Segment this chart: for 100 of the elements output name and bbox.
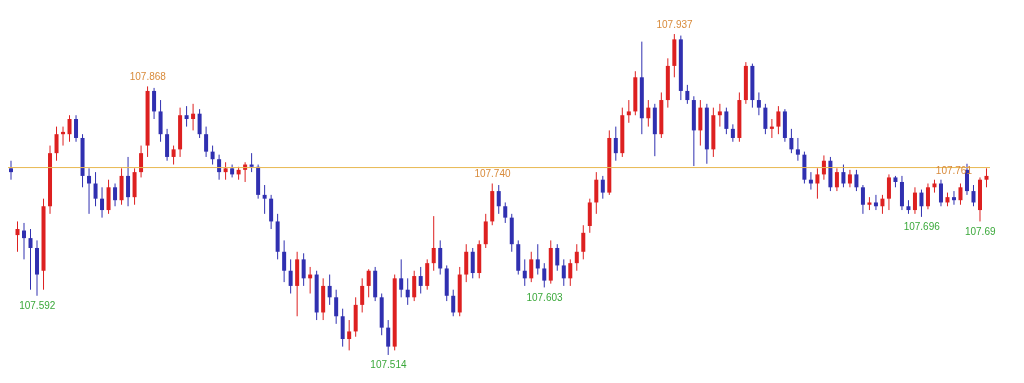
candlestick xyxy=(568,258,573,287)
candlestick xyxy=(938,179,943,207)
candlestick xyxy=(698,99,703,147)
annotation: 107.592 xyxy=(19,299,56,311)
candlestick xyxy=(581,224,586,260)
candlestick xyxy=(763,103,768,135)
candlestick xyxy=(847,169,852,188)
candlestick xyxy=(555,243,560,272)
candlestick xyxy=(815,167,820,200)
candlestick xyxy=(776,105,781,135)
candlestick xyxy=(860,184,865,215)
candlestick xyxy=(327,274,332,306)
candlestick xyxy=(795,137,800,162)
candlestick xyxy=(951,190,956,206)
annotation: 107.696 xyxy=(903,220,941,232)
candlestick xyxy=(210,145,215,166)
candlestick xyxy=(587,198,592,234)
annotation: 107.937 xyxy=(656,19,694,31)
candlestick xyxy=(191,103,196,131)
candlestick xyxy=(74,114,79,143)
candlestick xyxy=(399,258,404,298)
candlestick xyxy=(880,194,885,215)
candlestick xyxy=(756,91,761,116)
candlestick xyxy=(789,128,794,154)
candlestick xyxy=(451,289,456,317)
annotation: 107.603 xyxy=(526,291,564,303)
candlestick xyxy=(197,108,202,139)
candlestick xyxy=(912,186,917,215)
candlestick xyxy=(22,222,27,260)
candlestick xyxy=(67,114,72,143)
candlestick xyxy=(87,167,92,215)
candlestick xyxy=(594,171,599,215)
candlestick xyxy=(269,194,274,230)
candlestick xyxy=(503,201,508,224)
candlestick xyxy=(496,184,501,215)
candlestick xyxy=(139,145,144,178)
candlestick xyxy=(106,179,111,215)
annotation: 107.69 xyxy=(964,225,996,237)
candlestick xyxy=(613,126,618,162)
annotation: 107.868 xyxy=(129,71,167,83)
candlestick xyxy=(470,247,475,279)
candlestick xyxy=(724,107,729,135)
candlestick xyxy=(919,189,924,218)
candlestick xyxy=(412,270,417,302)
candlestick xyxy=(873,194,878,211)
annotation: 107.740 xyxy=(474,168,511,180)
candlestick xyxy=(301,252,306,287)
candlestick xyxy=(386,319,391,356)
candlestick xyxy=(483,213,488,249)
candlestick xyxy=(113,183,118,207)
candlestick xyxy=(152,87,157,120)
candlestick xyxy=(262,184,267,215)
candlestick xyxy=(925,183,930,210)
candlestick xyxy=(340,308,345,348)
candlestick xyxy=(542,262,547,288)
annotation: 107.514 xyxy=(370,359,407,371)
candlestick xyxy=(730,123,735,143)
candlestick xyxy=(282,239,287,283)
candlestick xyxy=(204,126,209,158)
candlestick xyxy=(217,154,222,181)
candlestick xyxy=(334,289,339,325)
candlestick xyxy=(984,167,989,188)
candlestick xyxy=(841,164,846,188)
candlestick xyxy=(574,243,579,272)
candlestick xyxy=(431,215,436,272)
candlestick xyxy=(717,103,722,128)
candlestick xyxy=(600,175,605,200)
candlestick xyxy=(522,258,527,287)
candlestick xyxy=(529,251,534,283)
candlestick xyxy=(158,99,163,143)
candlestick xyxy=(9,160,13,181)
candlestick xyxy=(93,171,98,207)
candlestick xyxy=(347,319,352,351)
ref-line-label: 107.761 xyxy=(935,164,973,176)
candlestick xyxy=(646,99,651,128)
candlestick xyxy=(28,228,33,291)
candlestick xyxy=(184,105,189,128)
candlestick xyxy=(958,183,963,206)
candlestick xyxy=(360,277,365,313)
candlestick xyxy=(464,243,469,283)
candlestick xyxy=(405,277,410,306)
candlestick xyxy=(418,266,423,294)
candlestick xyxy=(438,239,443,276)
candlestick xyxy=(366,268,371,298)
candlestick xyxy=(288,258,293,294)
candlestick xyxy=(126,156,131,207)
candlestick xyxy=(171,145,176,166)
candlestick xyxy=(834,167,839,192)
candlestick xyxy=(100,186,105,219)
candlestick xyxy=(854,169,859,192)
candlestick xyxy=(971,184,976,207)
candlestick xyxy=(54,126,59,162)
candlestick xyxy=(15,220,20,253)
candlestick xyxy=(626,99,631,124)
candlestick xyxy=(425,258,430,291)
candlestick xyxy=(535,243,540,276)
candlestick xyxy=(165,128,170,162)
candlestick xyxy=(561,258,566,287)
candlestick xyxy=(685,84,690,105)
candlestick xyxy=(886,173,891,211)
